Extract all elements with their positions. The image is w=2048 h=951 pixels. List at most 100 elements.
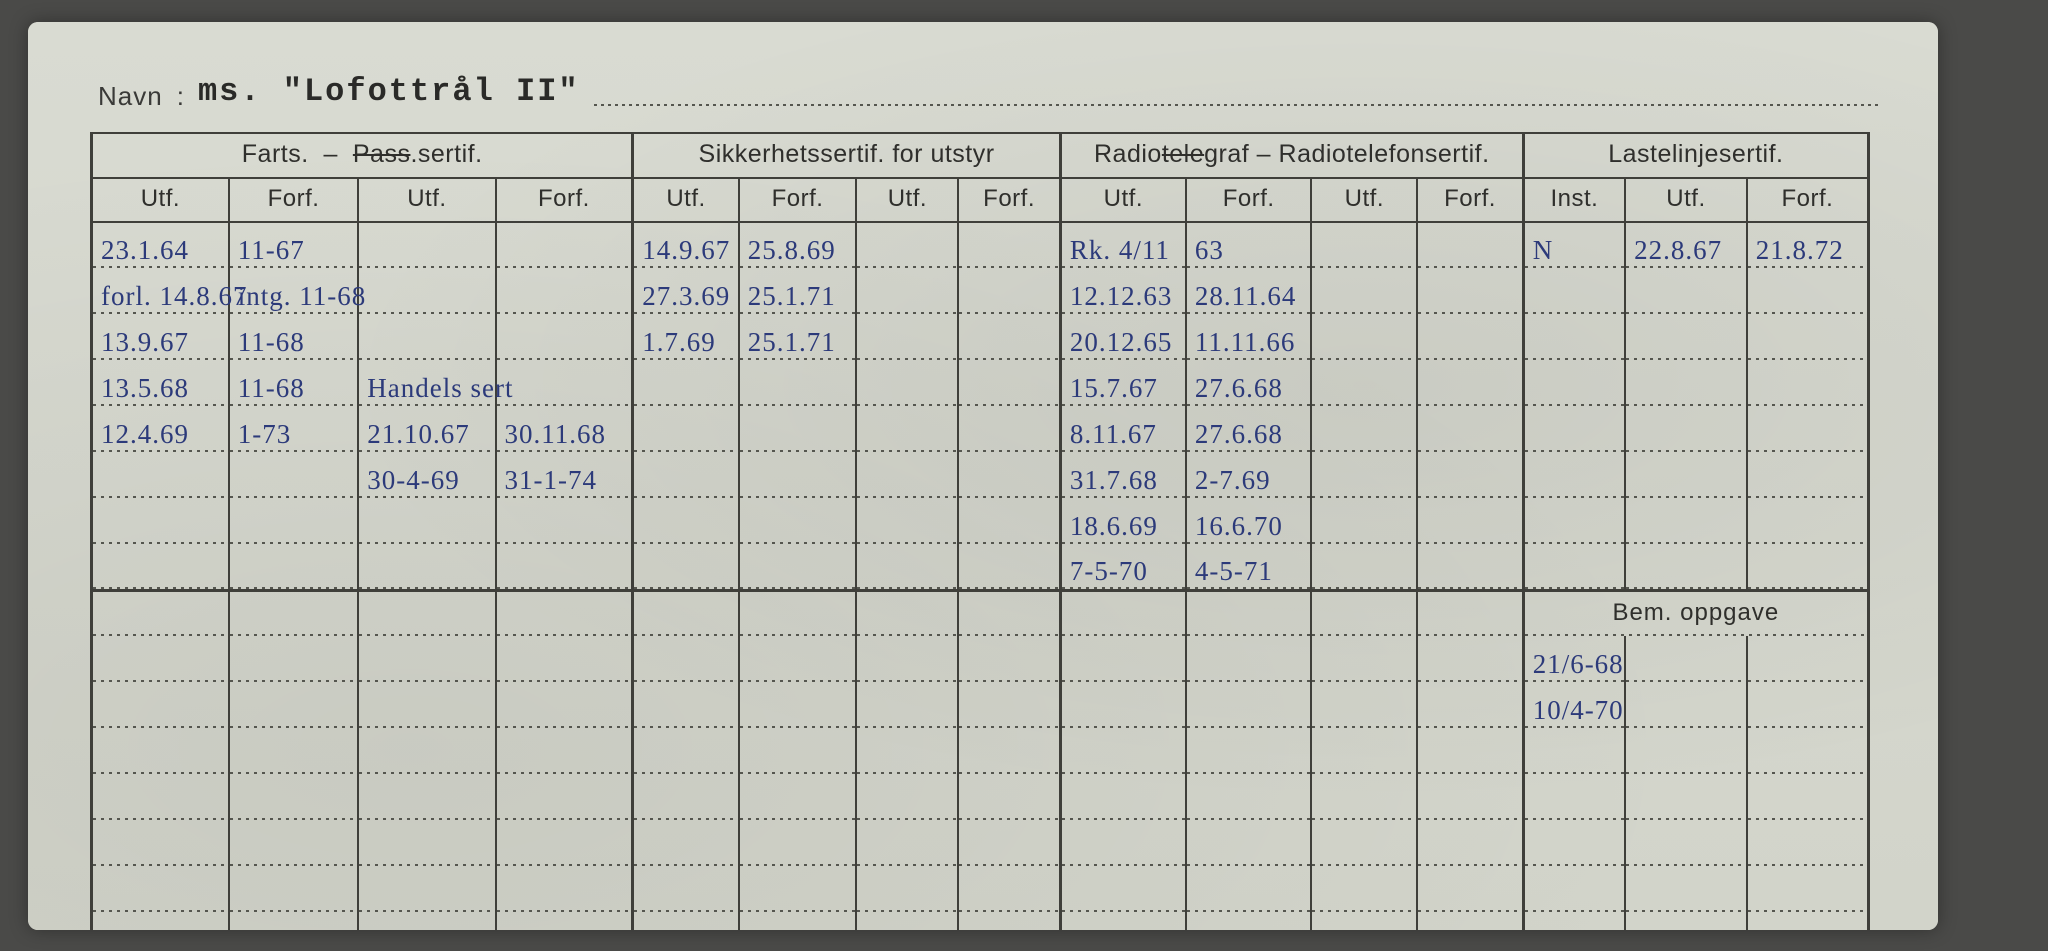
cell: 21.8.72 — [1747, 222, 1869, 268]
table-row — [92, 774, 1869, 820]
section-farts: Farts. – Pass.sertif. — [92, 133, 633, 178]
cell — [1060, 820, 1186, 866]
cell — [92, 728, 229, 774]
cell — [1747, 682, 1869, 728]
cell — [1625, 452, 1747, 498]
cell — [229, 498, 358, 544]
cell — [229, 636, 358, 682]
record-card: Navn : ms. "Lofottrål II" Farts. – Pass.… — [28, 22, 1938, 930]
cell — [1186, 728, 1312, 774]
cell — [958, 314, 1060, 360]
title-label: Navn — [98, 81, 163, 112]
cell — [1311, 452, 1417, 498]
cell — [1747, 452, 1869, 498]
cell — [92, 452, 229, 498]
cell — [229, 774, 358, 820]
cell — [958, 820, 1060, 866]
cell — [1417, 498, 1523, 544]
cell — [496, 360, 633, 406]
struck-pass: Pass — [353, 140, 411, 168]
table-row: 7-5-704-5-71 — [92, 544, 1869, 590]
cell — [1625, 406, 1747, 452]
cell — [1417, 912, 1523, 930]
cell — [856, 544, 958, 590]
col-forf: Forf. — [739, 178, 857, 222]
cell — [1417, 452, 1523, 498]
cell — [1523, 774, 1625, 820]
cell — [1523, 314, 1625, 360]
table-row: forl. 14.8.67intg. 11-6827.3.6925.1.7112… — [92, 268, 1869, 314]
cell — [358, 544, 495, 590]
cell — [1311, 406, 1417, 452]
bem-note: 10/4-70 — [1523, 682, 1625, 728]
cell: 63 — [1186, 222, 1312, 268]
cell — [496, 590, 633, 636]
cell — [92, 498, 229, 544]
cell — [229, 544, 358, 590]
cell — [633, 682, 739, 728]
cell — [1747, 820, 1869, 866]
cell — [856, 636, 958, 682]
cell — [739, 452, 857, 498]
cell: 12.4.69 — [92, 406, 229, 452]
cell — [633, 636, 739, 682]
cell — [1417, 820, 1523, 866]
cell: forl. 14.8.67 — [92, 268, 229, 314]
bem-note: 21/6-68 — [1523, 636, 1625, 682]
cell — [1625, 636, 1747, 682]
cell — [1060, 682, 1186, 728]
cell — [496, 636, 633, 682]
cell — [958, 544, 1060, 590]
cell — [1417, 360, 1523, 406]
col-inst: Inst. — [1523, 178, 1625, 222]
cell — [92, 912, 229, 930]
cell: 22.8.67 — [1625, 222, 1747, 268]
cell — [1523, 544, 1625, 590]
cell — [229, 820, 358, 866]
cell: Rk. 4/11 — [1060, 222, 1186, 268]
cell — [856, 314, 958, 360]
cell: 23.1.64 — [92, 222, 229, 268]
title-colon: : — [177, 81, 184, 112]
cell — [229, 452, 358, 498]
col-utf: Utf. — [1311, 178, 1417, 222]
cell: 1.7.69 — [633, 314, 739, 360]
cell: 13.9.67 — [92, 314, 229, 360]
cell — [92, 636, 229, 682]
struck-tele: tele — [1162, 140, 1204, 168]
cell — [229, 912, 358, 930]
cell — [633, 912, 739, 930]
cell: 30-4-69 — [358, 452, 495, 498]
cell — [739, 590, 857, 636]
cell — [1747, 636, 1869, 682]
cell: Handels sert — [358, 360, 495, 406]
col-utf: Utf. — [1625, 178, 1747, 222]
cell — [1060, 636, 1186, 682]
table-row: 30-4-6931-1-7431.7.682-7.69 — [92, 452, 1869, 498]
cell — [1747, 360, 1869, 406]
cell: N — [1523, 222, 1625, 268]
cell: intg. 11-68 — [229, 268, 358, 314]
section-laste: Lastelinjesertif. — [1523, 133, 1868, 178]
cell — [739, 360, 857, 406]
cell — [1747, 314, 1869, 360]
cell — [1186, 590, 1312, 636]
cell: 2-7.69 — [1186, 452, 1312, 498]
cell — [1060, 590, 1186, 636]
cell — [633, 866, 739, 912]
cell — [1417, 222, 1523, 268]
cell — [856, 452, 958, 498]
table-row: 21/6-68 — [92, 636, 1869, 682]
cell — [1625, 728, 1747, 774]
cell — [496, 728, 633, 774]
cell — [1311, 268, 1417, 314]
cell — [358, 728, 495, 774]
cell — [496, 820, 633, 866]
cell — [1625, 774, 1747, 820]
cell: 11-67 — [229, 222, 358, 268]
cell — [229, 728, 358, 774]
cell — [92, 544, 229, 590]
cell — [1417, 682, 1523, 728]
cell — [958, 360, 1060, 406]
cell — [1523, 406, 1625, 452]
